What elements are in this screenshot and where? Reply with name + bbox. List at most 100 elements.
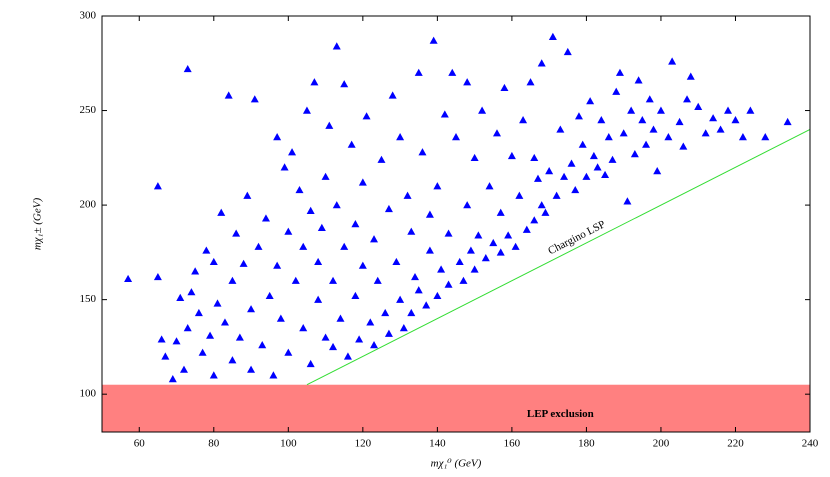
point xyxy=(284,348,293,356)
point xyxy=(675,117,684,126)
point xyxy=(276,314,285,322)
point xyxy=(388,91,397,99)
point xyxy=(642,140,651,148)
point xyxy=(694,102,703,110)
point xyxy=(433,291,442,300)
point xyxy=(679,142,688,150)
point xyxy=(474,231,483,239)
point xyxy=(615,68,624,76)
point xyxy=(709,114,718,122)
point xyxy=(209,371,218,379)
point xyxy=(370,235,379,243)
point xyxy=(683,95,692,103)
point xyxy=(429,36,438,44)
point xyxy=(258,341,267,349)
point xyxy=(533,174,542,182)
point xyxy=(291,276,300,284)
point xyxy=(724,106,733,114)
point xyxy=(463,78,472,86)
point xyxy=(589,151,598,160)
y-tick-label: 250 xyxy=(80,104,97,116)
point xyxy=(492,129,501,137)
point xyxy=(340,242,349,250)
point xyxy=(511,242,520,250)
point xyxy=(470,265,479,273)
point xyxy=(504,231,513,239)
point xyxy=(302,106,311,114)
point xyxy=(433,182,442,190)
x-tick-label: 160 xyxy=(504,438,521,450)
point xyxy=(306,206,315,214)
y-axis-label: mχ₁± (GeV) xyxy=(32,198,44,251)
point xyxy=(329,342,338,351)
point xyxy=(321,172,330,180)
point xyxy=(284,227,293,235)
point xyxy=(239,259,248,267)
point xyxy=(306,359,315,368)
point xyxy=(347,140,356,148)
plot-frame xyxy=(101,15,811,433)
point xyxy=(228,276,237,284)
point xyxy=(273,261,282,269)
point xyxy=(351,220,360,228)
point xyxy=(608,155,617,163)
point xyxy=(336,314,345,322)
point xyxy=(343,352,352,360)
x-tick-label: 220 xyxy=(727,438,744,450)
point xyxy=(161,352,170,360)
point xyxy=(235,333,244,341)
point xyxy=(194,308,203,317)
point xyxy=(470,153,479,162)
point xyxy=(206,331,215,339)
point xyxy=(295,185,304,194)
point xyxy=(370,341,379,349)
point xyxy=(627,106,636,114)
point xyxy=(228,356,237,364)
point xyxy=(489,238,498,247)
point xyxy=(396,133,405,141)
point xyxy=(183,64,192,73)
point xyxy=(444,280,453,288)
point xyxy=(466,246,475,254)
point xyxy=(288,148,297,156)
point xyxy=(507,151,516,160)
exclusion-label: LEP exclusion xyxy=(527,408,594,420)
x-axis-label: mχ₁⁰ (GeV) xyxy=(431,458,482,470)
point xyxy=(217,208,226,216)
point xyxy=(250,95,259,103)
point xyxy=(526,78,535,86)
x-tick-label: 240 xyxy=(802,438,819,450)
point xyxy=(519,116,528,124)
point xyxy=(746,106,755,114)
point xyxy=(265,291,274,300)
x-tick-label: 120 xyxy=(355,438,372,450)
point xyxy=(422,301,431,309)
point xyxy=(437,265,446,273)
point xyxy=(448,68,457,76)
point xyxy=(273,133,282,141)
point xyxy=(247,305,256,313)
point xyxy=(403,191,412,199)
point xyxy=(500,83,509,92)
point xyxy=(384,329,393,337)
point xyxy=(355,335,364,343)
x-tick-label: 100 xyxy=(280,438,297,450)
point xyxy=(604,133,613,141)
point xyxy=(351,291,360,300)
point xyxy=(373,276,382,284)
point xyxy=(213,299,222,307)
point xyxy=(425,210,434,218)
point xyxy=(649,125,658,133)
point xyxy=(325,121,334,129)
point xyxy=(191,267,200,275)
point xyxy=(209,257,218,266)
point xyxy=(340,80,349,88)
point xyxy=(444,229,453,237)
point xyxy=(537,59,546,67)
point xyxy=(176,293,185,301)
point xyxy=(392,257,401,266)
point xyxy=(545,167,554,175)
point xyxy=(314,295,323,303)
point xyxy=(381,308,390,317)
